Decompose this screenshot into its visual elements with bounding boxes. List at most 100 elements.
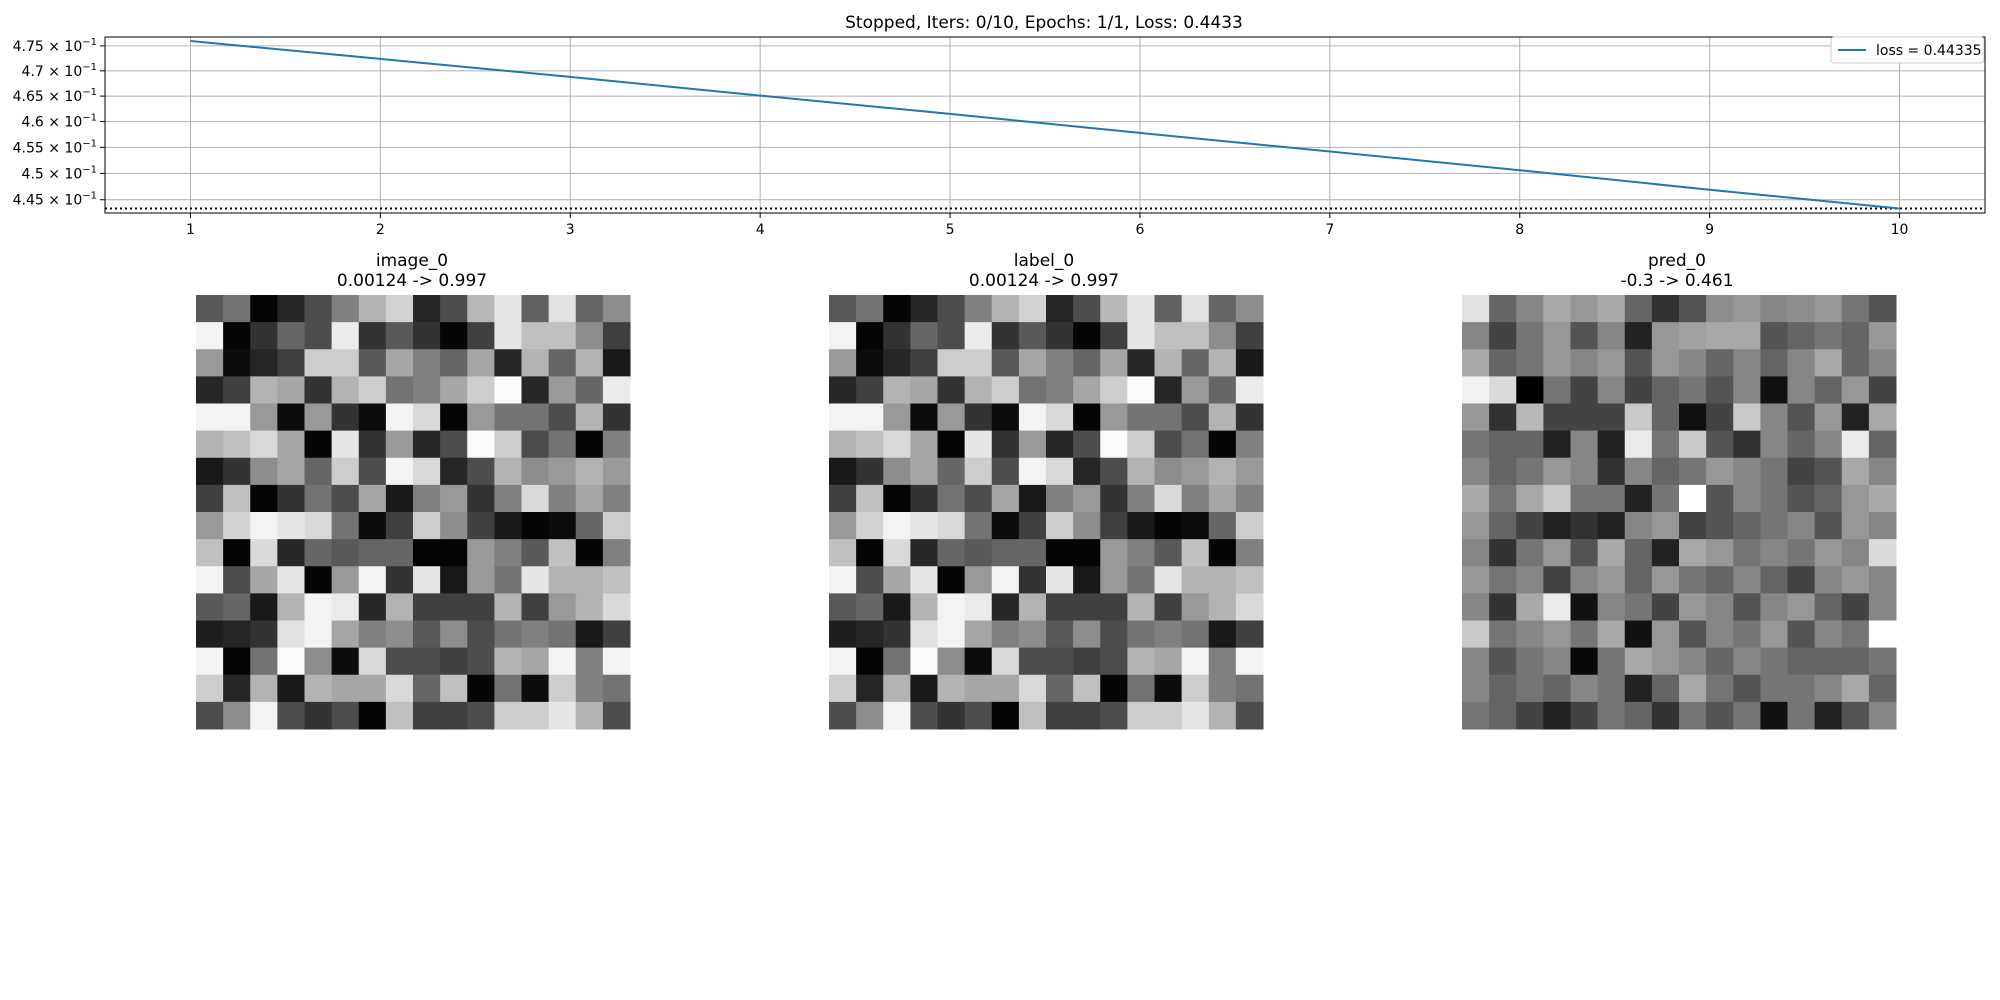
- heatmap-cell: [1489, 674, 1517, 703]
- heatmap-cell: [358, 376, 387, 405]
- heatmap-cell: [1489, 701, 1517, 730]
- image-0-panel: image_0 0.00124 -> 0.997: [196, 251, 631, 730]
- heatmap-cell: [1706, 430, 1734, 459]
- heatmap-cell: [1597, 620, 1626, 649]
- heatmap-cell: [385, 566, 414, 594]
- heatmap-cell: [1706, 593, 1734, 622]
- heatmap-cell: [494, 430, 523, 459]
- heatmap-cell: [937, 430, 966, 459]
- heatmap-cell: [331, 457, 360, 486]
- heatmap-cell: [1073, 701, 1101, 730]
- heatmap-cell: [521, 430, 550, 459]
- heatmap-cell: [250, 566, 278, 594]
- heatmap-cell: [331, 403, 360, 432]
- heatmap-cell: [1679, 457, 1707, 486]
- heatmap-cell: [1073, 539, 1101, 567]
- heatmap-cell: [1679, 620, 1707, 649]
- heatmap-cell: [331, 566, 360, 594]
- heatmap-cell: [223, 295, 251, 323]
- heatmap-cell: [1624, 295, 1653, 323]
- heatmap-cell: [223, 674, 251, 703]
- heatmap-cell: [883, 512, 911, 540]
- heatmap-cell: [1814, 295, 1843, 323]
- heatmap-cell: [1046, 484, 1074, 513]
- heatmap-cell: [358, 349, 387, 377]
- heatmap-cell: [277, 403, 306, 432]
- heatmap-cell: [223, 430, 251, 459]
- heatmap-cell: [1787, 539, 1816, 567]
- heatmap-cell: [937, 566, 966, 594]
- heatmap-cell: [1760, 593, 1789, 622]
- heatmap-cell: [1154, 322, 1183, 350]
- heatmap-cell: [856, 376, 884, 405]
- heatmap-cell: [1543, 430, 1572, 459]
- heatmap-cell: [277, 295, 306, 323]
- heatmap-cell: [1181, 566, 1210, 594]
- heatmap-cell: [1235, 647, 1264, 676]
- heatmap-cell: [1597, 457, 1626, 486]
- heatmap-cell: [937, 620, 966, 649]
- heatmap-cell: [1181, 349, 1210, 377]
- heatmap-cell: [331, 647, 360, 676]
- heatmap-cell: [494, 322, 523, 350]
- heatmap-cell: [1489, 403, 1517, 432]
- heatmap-cell: [304, 295, 333, 323]
- heatmap-cell: [1597, 647, 1626, 676]
- heatmap-cell: [1733, 593, 1761, 622]
- heatmap-cell: [575, 430, 604, 459]
- heatmap-cell: [1462, 674, 1490, 703]
- heatmap-cell: [413, 430, 441, 459]
- heatmap-cell: [1516, 376, 1544, 405]
- heatmap-cell: [1543, 376, 1572, 405]
- heatmap-cell: [1733, 539, 1761, 567]
- heatmap-cell: [910, 512, 939, 540]
- heatmap-cell: [910, 295, 939, 323]
- heatmap-cell: [196, 620, 224, 649]
- heatmap-cell: [1462, 593, 1490, 622]
- panel-title: pred_0: [1648, 251, 1706, 271]
- heatmap-cell: [910, 430, 939, 459]
- heatmap-cell: [1570, 539, 1599, 567]
- heatmap-cell: [1489, 620, 1517, 649]
- chart-title: Stopped, Iters: 0/10, Epochs: 1/1, Loss:…: [845, 13, 1243, 33]
- heatmap-cell: [358, 484, 387, 513]
- heatmap-cell: [385, 295, 414, 323]
- heatmap-cell: [440, 647, 468, 676]
- heatmap-cell: [937, 295, 966, 323]
- heatmap-cell: [1181, 539, 1210, 567]
- heatmap-cell: [856, 647, 884, 676]
- heatmap-cell: [521, 484, 550, 513]
- heatmap-cell: [1814, 620, 1843, 649]
- heatmap-cell: [1073, 430, 1101, 459]
- heatmap-cell: [1018, 295, 1047, 323]
- heatmap-cell: [1543, 674, 1572, 703]
- panel-title: image_0: [376, 251, 448, 271]
- heatmap-cell: [991, 295, 1020, 323]
- heatmap-cell: [385, 484, 414, 513]
- heatmap-cell: [1046, 430, 1074, 459]
- heatmap-cell: [1154, 701, 1183, 730]
- heatmap-cell: [1787, 593, 1816, 622]
- heatmap-cell: [1679, 539, 1707, 567]
- heatmap-cell: [223, 403, 251, 432]
- y-tick-label: 4.65 × 10−1: [13, 87, 97, 105]
- heatmap-cell: [1154, 484, 1183, 513]
- heatmap-cell: [1570, 566, 1599, 594]
- heatmap-cell: [1543, 701, 1572, 730]
- heatmap-cell: [1127, 376, 1156, 405]
- heatmap-cell: [250, 349, 278, 377]
- plot-frame: [104, 36, 1986, 214]
- heatmap-cell: [1127, 701, 1156, 730]
- heatmap-cell: [223, 457, 251, 486]
- heatmap-cell: [991, 430, 1020, 459]
- heatmap-cell: [991, 376, 1020, 405]
- heatmap-cell: [1154, 674, 1183, 703]
- heatmap-cell: [910, 647, 939, 676]
- heatmap-cell: [521, 457, 550, 486]
- heatmap-cell: [1841, 403, 1870, 432]
- heatmap-cell: [1516, 566, 1544, 594]
- heatmap-cell: [250, 620, 278, 649]
- heatmap-cell: [1706, 647, 1734, 676]
- heatmap-cell: [991, 349, 1020, 377]
- heatmap-cell: [991, 512, 1020, 540]
